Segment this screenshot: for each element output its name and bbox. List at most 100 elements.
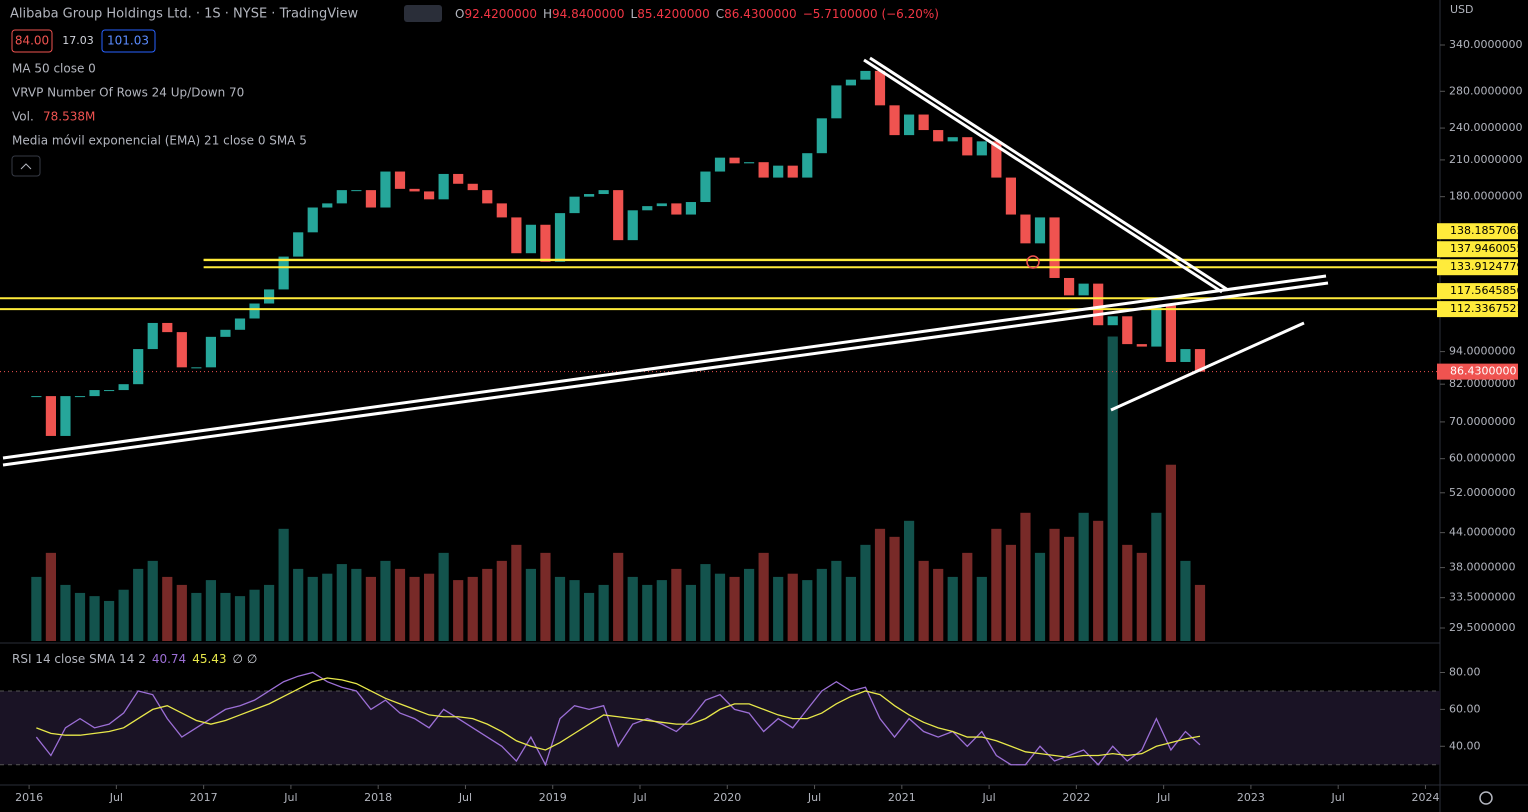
x-tick-label: 2023 [1237, 791, 1265, 804]
y-tick-label: 340.0000000 [1449, 38, 1522, 51]
settings-icon[interactable] [1479, 791, 1493, 805]
candle [991, 141, 1002, 178]
candle [758, 162, 769, 178]
rsi-header: RSI 14 close SMA 14 2 40.74 45.43 ∅ ∅ [12, 652, 257, 666]
candle [918, 114, 929, 131]
volume-bar [104, 600, 115, 641]
candle [802, 153, 813, 178]
candle [554, 213, 566, 262]
volume-bar [1151, 512, 1162, 641]
level-label: 137.9460055 [1450, 242, 1523, 255]
candle [234, 318, 246, 330]
y-tick-label: 180.0000000 [1449, 190, 1522, 203]
candle [191, 367, 202, 369]
candle [1180, 349, 1191, 362]
trend-lines [2, 56, 1329, 467]
volume-bar [845, 576, 856, 641]
candle [845, 79, 856, 86]
volume-bar [365, 576, 376, 641]
candle [569, 196, 580, 214]
y-tick-label: 70.0000000 [1449, 415, 1515, 428]
volume-bar [918, 560, 929, 641]
indicator: VRVP Number Of Rows 24 Up/Down 70 [12, 86, 244, 100]
volume-bar [467, 576, 478, 641]
y-tick-label: 60.0000000 [1449, 452, 1515, 465]
rsi-value: 40.74 [152, 652, 186, 666]
candle [351, 190, 362, 192]
candle [496, 203, 507, 218]
candle [787, 165, 798, 178]
x-tick-label: Jul [109, 791, 123, 804]
candle [773, 165, 784, 178]
candle [933, 130, 944, 142]
candle [584, 194, 595, 197]
volume-bar [511, 544, 522, 641]
level-label: 138.1857065 [1450, 224, 1523, 237]
x-tick-label: Jul [1156, 791, 1170, 804]
candle [1049, 217, 1060, 278]
y-tick-label: 240.0000000 [1449, 121, 1522, 134]
rsi-sma-line [36, 677, 1201, 758]
ohlc-key: C [716, 7, 724, 21]
indicator: Media móvil exponencial (EMA) 21 close 0… [12, 134, 307, 148]
trend-line [863, 58, 1223, 294]
candle [744, 162, 755, 164]
candle [889, 105, 900, 136]
candle [278, 256, 289, 290]
volume-bar [438, 552, 449, 641]
y-tick-label: 210.0000000 [1449, 153, 1522, 166]
collapse-button[interactable] [11, 155, 41, 177]
sell-box[interactable] [11, 29, 53, 53]
trend-line [2, 274, 1327, 460]
volume-bar [758, 552, 769, 641]
candle [729, 157, 740, 164]
candle [904, 114, 915, 136]
volume-bar [729, 576, 740, 641]
compare-button[interactable] [404, 5, 442, 22]
candle [1020, 214, 1031, 244]
volume-bar [191, 592, 202, 641]
header: Alibaba Group Holdings Ltd. · 1S · NYSE … [10, 3, 1493, 805]
candle [511, 217, 522, 254]
level-label-box [1437, 283, 1518, 300]
volume-bar [394, 568, 406, 641]
candle [1093, 283, 1104, 326]
candle [133, 349, 144, 385]
volume-bar [584, 592, 595, 641]
candle [816, 118, 827, 154]
volume-bar [700, 564, 711, 641]
x-tick-label: 2020 [713, 791, 741, 804]
volume-bar [482, 568, 493, 641]
candle [380, 171, 391, 208]
volume-bar [787, 573, 798, 641]
x-tick-label: Jul [458, 791, 472, 804]
volume-bar [1136, 552, 1147, 641]
candle [322, 203, 333, 208]
indicator: Vol. [12, 110, 34, 124]
volume-bar [947, 576, 958, 641]
volume-bar [671, 568, 682, 641]
candle [307, 207, 318, 233]
candle [1194, 349, 1206, 372]
volume-bar [409, 576, 420, 641]
ohlc-value: 85.4200000 [637, 7, 710, 21]
candle [438, 173, 449, 200]
volume-bar [264, 584, 275, 641]
sell-price: 84.00 [15, 34, 49, 48]
candle [467, 183, 478, 191]
candle [1151, 305, 1162, 347]
candle [147, 322, 158, 350]
volume-bar [904, 520, 915, 641]
y-tick-label: 29.5000000 [1449, 621, 1515, 634]
volume-bar [249, 589, 260, 641]
candle [220, 329, 231, 337]
vol-value: 78.538M [43, 110, 95, 124]
candle [1136, 344, 1147, 347]
buy-box[interactable] [101, 29, 156, 53]
volume-bar [60, 584, 71, 641]
candle [336, 190, 347, 204]
volume-bar [1049, 528, 1060, 641]
currency: USD [1450, 3, 1474, 16]
x-tick-label: 2019 [539, 791, 567, 804]
candle [540, 224, 551, 262]
